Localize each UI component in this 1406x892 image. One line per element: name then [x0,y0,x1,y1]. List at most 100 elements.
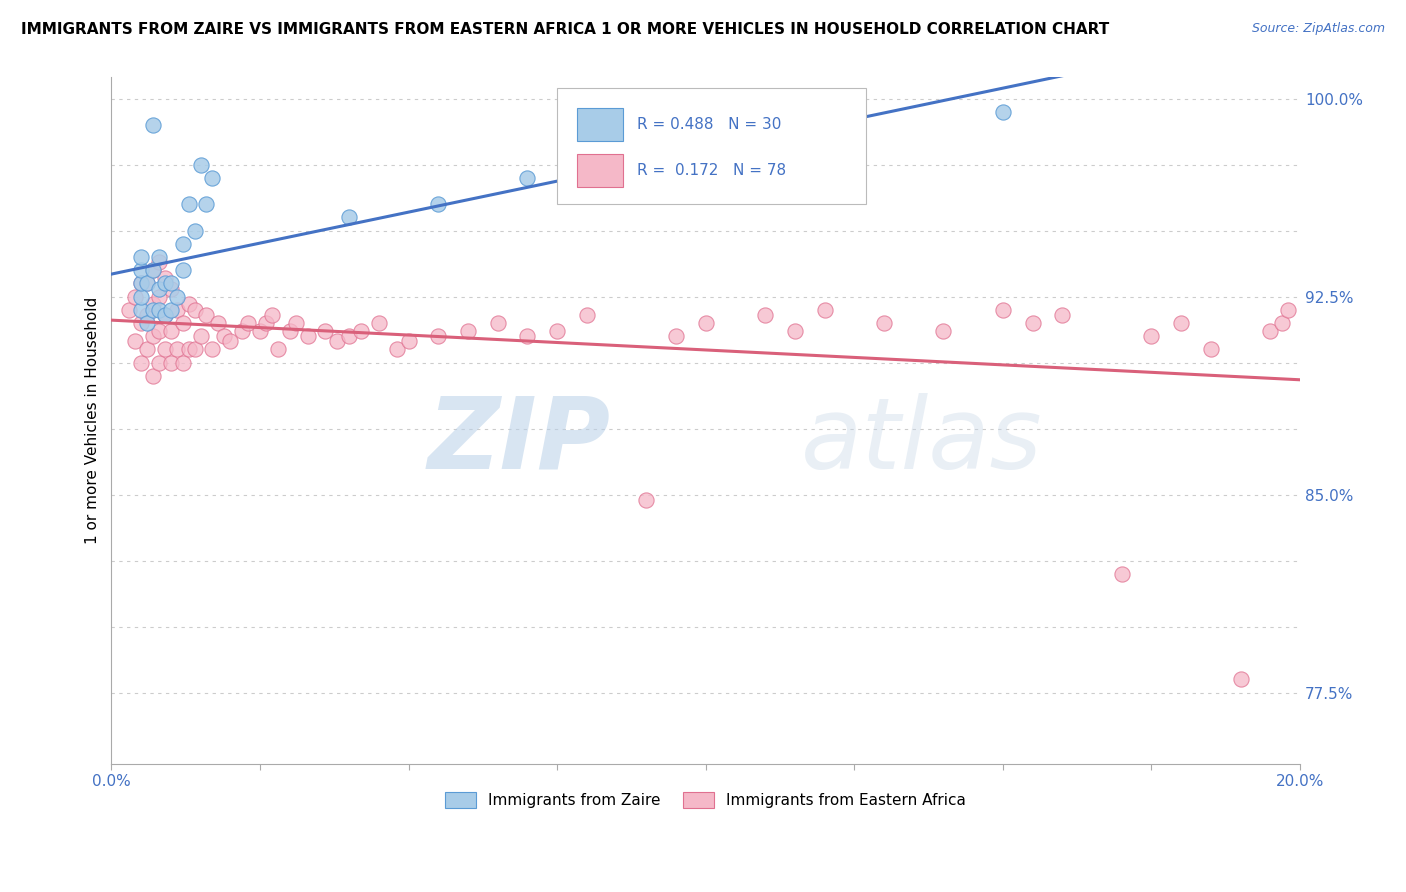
Point [783,324,806,338]
Point [172,355,194,369]
Point [148,302,170,317]
Point [754,308,776,322]
Point [129,250,152,264]
Text: Source: ZipAtlas.com: Source: ZipAtlas.com [1251,22,1385,36]
Point [148,324,170,338]
Text: R = 0.488   N = 30: R = 0.488 N = 30 [637,117,782,132]
Point [118,302,141,317]
Point [183,343,205,357]
Point [201,170,224,185]
Point [129,316,152,330]
Point [124,334,146,349]
Point [813,302,835,317]
Point [136,277,159,291]
Point [350,324,373,338]
Point [190,157,212,171]
Legend: Immigrants from Zaire, Immigrants from Eastern Africa: Immigrants from Zaire, Immigrants from E… [439,787,973,814]
Point [129,263,152,277]
Point [129,289,152,303]
Point [129,277,152,291]
Point [314,324,336,338]
Point [546,324,568,338]
Point [1199,343,1222,357]
Point [1229,673,1251,687]
Point [991,302,1014,317]
Point [172,316,194,330]
Point [160,282,183,296]
Point [231,324,253,338]
Point [873,316,896,330]
Text: atlas: atlas [801,392,1042,490]
Point [177,343,200,357]
Point [142,263,165,277]
Point [1140,329,1163,343]
Point [297,329,319,343]
Point [1277,302,1299,317]
Point [1111,566,1133,581]
Point [398,334,420,349]
Text: R =  0.172   N = 78: R = 0.172 N = 78 [637,162,786,178]
Point [427,197,450,211]
Point [260,308,283,322]
Point [665,329,688,343]
Point [160,324,183,338]
Point [326,334,349,349]
Point [1258,324,1281,338]
Point [367,316,389,330]
Point [177,197,200,211]
Point [153,308,176,322]
Point [991,104,1014,119]
Point [142,368,165,383]
Point [136,277,159,291]
Point [214,329,236,343]
Point [236,316,259,330]
Point [284,316,307,330]
Point [177,297,200,311]
Text: IMMIGRANTS FROM ZAIRE VS IMMIGRANTS FROM EASTERN AFRICA 1 OR MORE VEHICLES IN HO: IMMIGRANTS FROM ZAIRE VS IMMIGRANTS FROM… [21,22,1109,37]
Point [142,302,165,317]
Point [148,355,170,369]
Point [1170,316,1192,330]
Point [166,289,188,303]
Point [606,157,628,171]
Point [148,255,170,269]
Point [636,492,658,507]
Point [190,329,212,343]
Point [337,329,360,343]
Point [267,343,290,357]
Point [148,289,170,303]
Point [516,170,538,185]
Point [1271,316,1294,330]
Point [427,329,450,343]
Point [201,343,224,357]
Point [153,343,176,357]
Point [153,277,176,291]
Point [136,308,159,322]
Point [932,324,955,338]
Point [160,302,183,317]
Point [142,297,165,311]
Bar [578,154,623,187]
Point [148,282,170,296]
Point [249,324,271,338]
Point [166,343,188,357]
Point [1021,316,1043,330]
Point [136,343,159,357]
Point [207,316,229,330]
Point [457,324,479,338]
Text: ZIP: ZIP [427,392,610,490]
Point [195,197,218,211]
Point [172,263,194,277]
Point [219,334,242,349]
Point [337,211,360,225]
Point [142,329,165,343]
Point [516,329,538,343]
Point [254,316,277,330]
Point [278,324,301,338]
Point [129,277,152,291]
Point [153,308,176,322]
Point [486,316,509,330]
Point [136,316,159,330]
Point [183,223,205,237]
FancyBboxPatch shape [557,87,866,204]
